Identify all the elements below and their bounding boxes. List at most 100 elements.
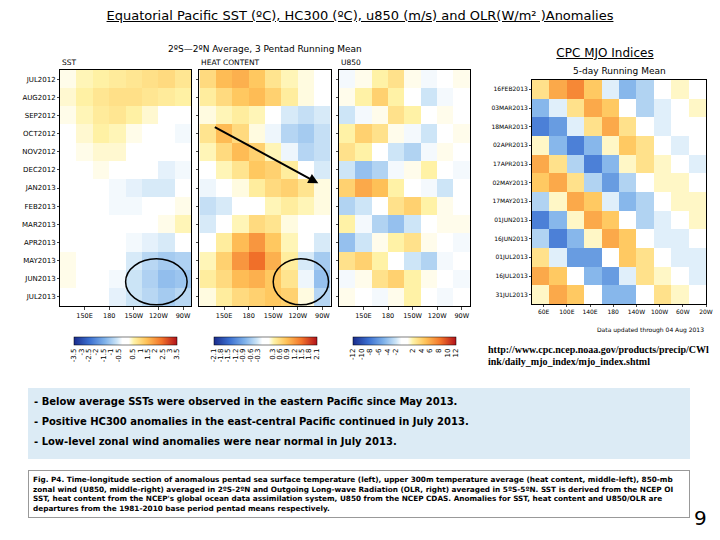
svg-text:150E: 150E <box>216 312 233 320</box>
html-text:9: 9 <box>694 506 707 530</box>
svg-text:1.8: 1.8 <box>305 349 313 360</box>
svg-text:18MAR2013: 18MAR2013 <box>491 123 528 130</box>
svg-text:-0.5: -0.5 <box>115 349 123 363</box>
svg-text:150E: 150E <box>76 312 93 320</box>
svg-text:-1.5: -1.5 <box>224 349 232 363</box>
svg-text:-1: -1 <box>107 349 115 356</box>
svg-text:DEC2012: DEC2012 <box>23 166 56 174</box>
svg-text:16FEB2013: 16FEB2013 <box>494 85 528 92</box>
svg-text:02MAY2013: 02MAY2013 <box>492 179 528 186</box>
svg-text:140W: 140W <box>628 308 645 315</box>
svg-text:10: 10 <box>444 349 452 358</box>
svg-text:17MAY2013: 17MAY2013 <box>492 197 528 204</box>
svg-text:-1.2: -1.2 <box>232 349 240 363</box>
svg-text:120W: 120W <box>149 312 168 320</box>
svg-text:-3: -3 <box>78 349 86 356</box>
html-text:http://www.cpc.ncep.noaa.gov/p: http://www.cpc.ncep.noaa.gov/products/pr… <box>488 344 709 367</box>
html-text:Fig. P4. Time-longitude sectio: Fig. P4. Time-longitude section of anoma… <box>33 475 674 513</box>
svg-text:FEB2013: FEB2013 <box>25 203 56 211</box>
svg-text:APR2013: APR2013 <box>24 239 56 247</box>
svg-text:-2.5: -2.5 <box>85 349 93 363</box>
svg-text:3.5: 3.5 <box>173 349 181 360</box>
svg-text:0.9: 0.9 <box>283 349 291 360</box>
svg-text:-4: -4 <box>384 348 392 356</box>
html-text:CPC MJO Indices: CPC MJO Indices <box>556 46 654 60</box>
svg-text:90W: 90W <box>454 312 469 320</box>
svg-text:180: 180 <box>242 312 254 320</box>
svg-text:-12: -12 <box>349 349 357 360</box>
svg-text:12: 12 <box>452 349 460 358</box>
svg-text:31JUL2013: 31JUL2013 <box>495 291 528 299</box>
svg-text:120W: 120W <box>428 312 447 320</box>
svg-text:JAN2013: JAN2013 <box>25 184 56 192</box>
svg-text:60W: 60W <box>676 308 690 315</box>
svg-text:SEP2012: SEP2012 <box>25 112 56 120</box>
svg-text:1: 1 <box>137 349 145 353</box>
svg-text:JUL2013: JUL2013 <box>26 293 56 301</box>
svg-text:U850: U850 <box>341 58 361 67</box>
svg-text:90W: 90W <box>176 312 191 320</box>
html-text:- Below average SSTs were obse: - Below average SSTs were observed in th… <box>34 396 458 407</box>
svg-text:OCT2012: OCT2012 <box>23 130 56 138</box>
svg-text:8: 8 <box>435 349 443 353</box>
svg-text:4: 4 <box>418 348 426 353</box>
svg-text:-1.8: -1.8 <box>217 349 225 363</box>
svg-text:JUN2013: JUN2013 <box>24 275 55 283</box>
html-text:Equatorial Pacific SST (ºC), H: Equatorial Pacific SST (ºC), HC300 (ºC),… <box>106 8 614 23</box>
svg-text:2: 2 <box>151 349 159 353</box>
svg-text:60E: 60E <box>538 308 550 315</box>
svg-text:AUG2012: AUG2012 <box>22 94 55 102</box>
svg-text:100W: 100W <box>651 308 668 315</box>
svg-text:0.5: 0.5 <box>129 349 137 360</box>
svg-text:6: 6 <box>426 348 434 353</box>
svg-text:MAY2013: MAY2013 <box>23 257 55 265</box>
svg-text:-10: -10 <box>358 349 366 360</box>
svg-text:-0.9: -0.9 <box>239 349 247 363</box>
svg-text:150W: 150W <box>124 312 143 320</box>
svg-text:120W: 120W <box>288 312 307 320</box>
svg-text:140E: 140E <box>582 308 597 315</box>
svg-text:180: 180 <box>103 312 115 320</box>
svg-text:0.3: 0.3 <box>269 349 277 360</box>
svg-text:2.5: 2.5 <box>159 349 167 360</box>
svg-text:01JUL2013: 01JUL2013 <box>495 253 528 261</box>
svg-text:180: 180 <box>382 312 394 320</box>
svg-text:16JUL2013: 16JUL2013 <box>495 272 528 280</box>
svg-text:-2: -2 <box>392 349 400 356</box>
svg-text:150W: 150W <box>403 312 422 320</box>
svg-text:5-day Running Mean: 5-day Running Mean <box>573 66 666 76</box>
svg-text:17APR2013: 17APR2013 <box>493 160 528 167</box>
svg-text:NOV2012: NOV2012 <box>22 148 55 156</box>
svg-text:90W: 90W <box>315 312 330 320</box>
svg-text:02APR2013: 02APR2013 <box>493 141 528 148</box>
svg-text:3: 3 <box>166 349 174 353</box>
svg-text:03MAR2013: 03MAR2013 <box>491 104 528 111</box>
svg-text:-6: -6 <box>375 348 383 356</box>
svg-text:-0.3: -0.3 <box>254 349 262 363</box>
svg-text:1.5: 1.5 <box>144 349 152 360</box>
svg-text:-3.5: -3.5 <box>70 349 78 363</box>
svg-text:-2: -2 <box>92 349 100 356</box>
svg-text:-8: -8 <box>366 349 374 356</box>
svg-text:100E: 100E <box>559 308 574 315</box>
svg-text:-2.1: -2.1 <box>210 349 218 363</box>
svg-text:MAR2013: MAR2013 <box>22 221 56 229</box>
svg-text:JUL2012: JUL2012 <box>26 76 56 84</box>
svg-text:-1.5: -1.5 <box>100 349 108 363</box>
svg-text:01JUN2013: 01JUN2013 <box>494 216 528 224</box>
svg-text:1.5: 1.5 <box>298 349 306 360</box>
svg-text:SST: SST <box>62 58 77 67</box>
svg-text:16JUN2013: 16JUN2013 <box>494 235 528 243</box>
svg-text:2ºS—2ºN Average, 3 Pentad Runn: 2ºS—2ºN Average, 3 Pentad Running Mean <box>168 44 362 54</box>
svg-text:2: 2 <box>409 349 417 353</box>
svg-text:2.1: 2.1 <box>313 349 321 360</box>
svg-text:1.2: 1.2 <box>291 349 299 360</box>
svg-text:0.6: 0.6 <box>276 348 284 360</box>
svg-text:-0.6: -0.6 <box>247 348 255 362</box>
svg-text:180: 180 <box>607 308 619 315</box>
svg-text:150E: 150E <box>355 312 372 320</box>
svg-text:Data updated through 04 Aug 20: Data updated through 04 Aug 2013 <box>597 326 704 334</box>
svg-text:150W: 150W <box>264 312 283 320</box>
svg-text:HEAT CONTENT: HEAT CONTENT <box>201 58 260 67</box>
svg-text:20W: 20W <box>699 308 713 315</box>
